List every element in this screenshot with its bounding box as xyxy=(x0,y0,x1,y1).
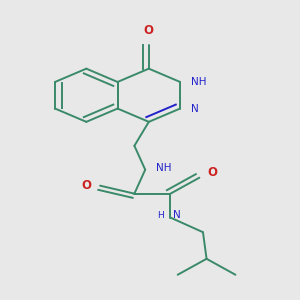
Text: H: H xyxy=(158,211,164,220)
Text: O: O xyxy=(208,167,218,179)
Text: N: N xyxy=(172,210,180,220)
Text: N: N xyxy=(191,103,198,113)
Text: NH: NH xyxy=(156,163,171,173)
Text: O: O xyxy=(82,179,92,192)
Text: O: O xyxy=(144,24,154,37)
Text: NH: NH xyxy=(191,77,206,87)
